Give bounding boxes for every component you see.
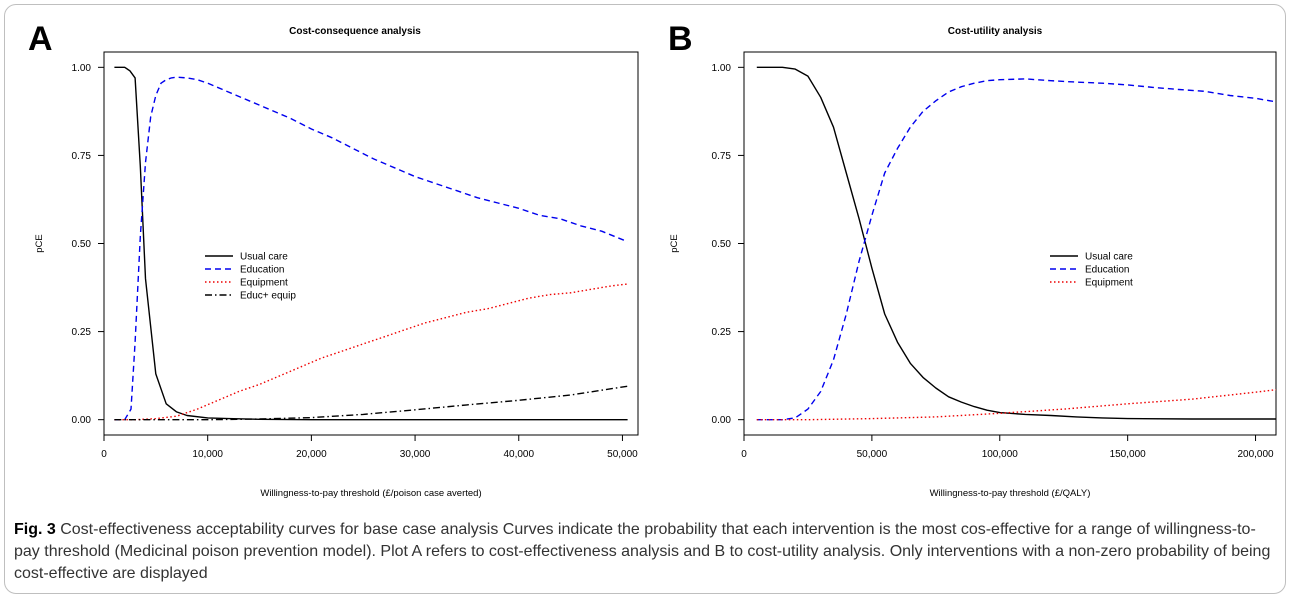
x-tick-label: 0 <box>741 449 747 460</box>
x-tick-label: 0 <box>101 449 107 460</box>
y-tick-label: 0.25 <box>712 327 732 338</box>
figure-frame <box>4 4 1286 594</box>
legend-label: Education <box>240 265 284 276</box>
series-line-educ-equip <box>114 385 628 421</box>
chart-panel-b: B Cost-utility analysis 0 50,000 100,000 15… <box>668 20 1277 499</box>
x-tick-label: 50,000 <box>607 449 638 460</box>
x-tick-label: 40,000 <box>503 449 534 460</box>
x-ticks: 0 10,000 20,000 30,000 40,000 50,000 <box>101 435 638 460</box>
series-line-usual-care <box>114 66 628 421</box>
chart-title: Cost-consequence analysis <box>289 26 421 37</box>
y-axis-label: pCE <box>669 234 680 252</box>
series-line-usual-care <box>756 66 1276 420</box>
series-line-equipment <box>114 283 628 421</box>
figure-caption: Fig. 3 Cost-effectiveness acceptability … <box>14 519 1280 585</box>
series-layer <box>114 66 628 421</box>
legend-label: Educ+ equip <box>240 291 296 302</box>
caption-text: Cost-effectiveness acceptability curves … <box>14 521 1271 582</box>
x-tick-label: 100,000 <box>982 449 1019 460</box>
y-tick-label: 1.00 <box>72 63 92 74</box>
x-tick-label: 50,000 <box>857 449 888 460</box>
legend: Usual care Education Equipment Educ+ equip <box>205 252 296 302</box>
x-tick-label: 10,000 <box>192 449 223 460</box>
x-axis-label: Willingness-to-pay threshold (£/QALY) <box>930 488 1091 499</box>
legend-label: Equipment <box>240 278 288 289</box>
legend-label: Equipment <box>1085 278 1133 289</box>
plot-box <box>743 51 1277 436</box>
y-tick-label: 1.00 <box>712 63 732 74</box>
series-layer <box>756 66 1277 421</box>
x-tick-label: 30,000 <box>400 449 431 460</box>
x-tick-label: 200,000 <box>1237 449 1274 460</box>
x-axis-label: Willingness-to-pay threshold (£/poison c… <box>260 488 481 499</box>
series-line-education <box>756 78 1277 421</box>
x-tick-label: 20,000 <box>296 449 327 460</box>
y-tick-label: 0.50 <box>712 239 732 250</box>
panel-letter-a: A <box>28 20 53 58</box>
legend-label: Education <box>1085 265 1129 276</box>
y-ticks: 0.00 0.25 0.50 0.75 1.00 <box>712 63 744 426</box>
legend-label: Usual care <box>1085 252 1133 263</box>
y-tick-label: 0.00 <box>72 415 92 426</box>
x-ticks: 0 50,000 100,000 150,000 200,000 <box>741 435 1274 460</box>
legend: Usual care Education Equipment <box>1050 252 1133 289</box>
series-line-education <box>114 76 628 421</box>
x-tick-label: 150,000 <box>1110 449 1147 460</box>
chart-title: Cost-utility analysis <box>948 26 1043 37</box>
y-tick-label: 0.50 <box>72 239 92 250</box>
y-tick-label: 0.00 <box>712 415 732 426</box>
y-axis-label: pCE <box>34 234 45 252</box>
legend-label: Usual care <box>240 252 288 263</box>
plot-box <box>103 51 639 436</box>
y-tick-label: 0.75 <box>72 151 92 162</box>
chart-panel-a: A Cost-consequence analysis 0 10,000 20,00… <box>28 20 639 499</box>
y-tick-label: 0.25 <box>72 327 92 338</box>
panel-letter-b: B <box>668 20 693 58</box>
figure-label: Fig. 3 <box>14 521 56 538</box>
y-ticks: 0.00 0.25 0.50 0.75 1.00 <box>72 63 104 426</box>
y-tick-label: 0.75 <box>712 151 732 162</box>
series-line-equipment <box>756 389 1277 421</box>
